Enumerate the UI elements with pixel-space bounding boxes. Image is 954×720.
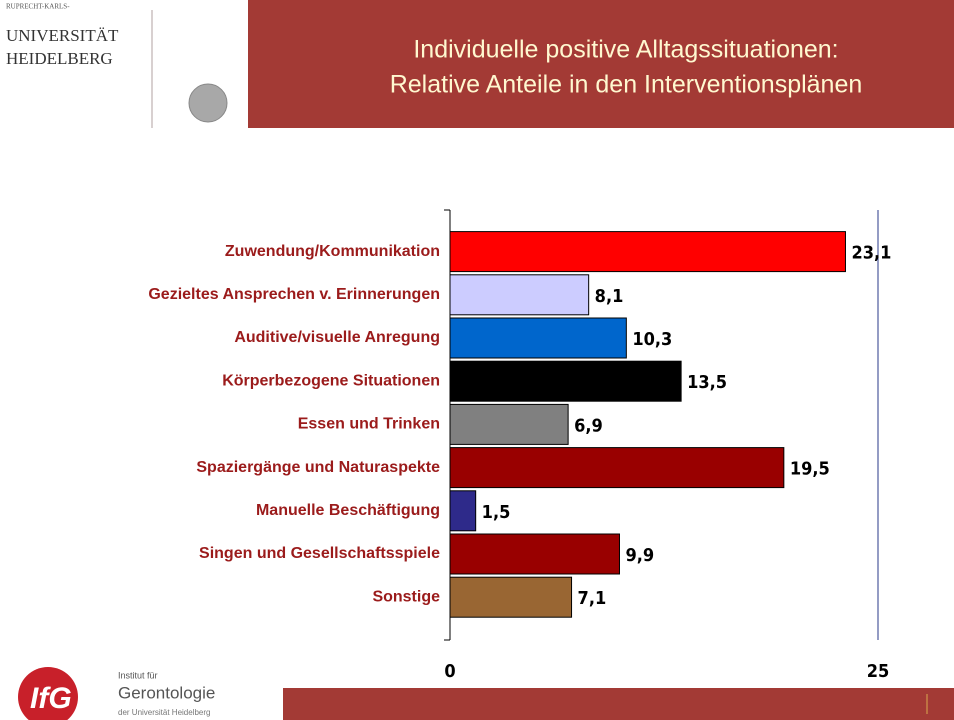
footer-bar	[283, 688, 954, 720]
institute-line: Institut für	[118, 670, 158, 680]
bar	[449, 533, 620, 575]
category-label: Singen und Gesellschaftsspiele	[199, 545, 440, 562]
bar	[449, 274, 590, 316]
title-line: Relative Anteile in den Interventionsplä…	[390, 71, 863, 99]
bar	[449, 231, 846, 273]
university-line: HEIDELBERG	[6, 49, 113, 68]
seal	[188, 83, 228, 123]
category-label: Sonstige	[372, 588, 440, 605]
bar	[449, 490, 477, 532]
value-label: 13,5	[687, 372, 727, 393]
bar	[449, 447, 785, 489]
bar	[449, 317, 627, 359]
value-label: 19,5	[790, 459, 830, 480]
value-label: 23,1	[851, 243, 891, 264]
value-label: 9,9	[625, 545, 654, 566]
value-label: 8,1	[595, 286, 624, 307]
university-line: UNIVERSITÄT	[6, 26, 119, 45]
institute-line: Gerontologie	[118, 683, 215, 702]
chart: 0 25 Zuwendung/Kommunikation 23,1 Gezieltes …	[148, 209, 891, 682]
category-label: Körperbezogene Situationen	[222, 372, 440, 389]
category-label: Zuwendung/Kommunikation	[225, 243, 440, 260]
bar	[449, 576, 573, 618]
title-line: Individuelle positive Alltagssituationen…	[413, 36, 838, 64]
x-tick-label: 0	[444, 661, 455, 682]
ifg-logo	[18, 667, 78, 720]
bar	[449, 360, 682, 402]
university-line: RUPRECHT-KARLS-	[6, 3, 70, 11]
value-label: 1,5	[482, 502, 511, 523]
category-label: Auditive/visuelle Anregung	[234, 329, 440, 346]
value-label: 10,3	[632, 329, 672, 350]
ifg-logo-text: IfG	[30, 682, 72, 715]
category-label: Spaziergänge und Naturaspekte	[196, 459, 440, 476]
value-label: 6,9	[574, 415, 603, 436]
value-label: 7,1	[578, 588, 607, 609]
category-label: Gezieltes Ansprechen v. Erinnerungen	[148, 286, 440, 303]
x-tick-label: 25	[867, 661, 890, 682]
category-label: Manuelle Beschäftigung	[256, 502, 440, 519]
institute-line: der Universität Heidelberg	[118, 708, 211, 717]
bar	[449, 403, 569, 445]
title-box	[248, 0, 954, 128]
category-label: Essen und Trinken	[298, 416, 440, 433]
